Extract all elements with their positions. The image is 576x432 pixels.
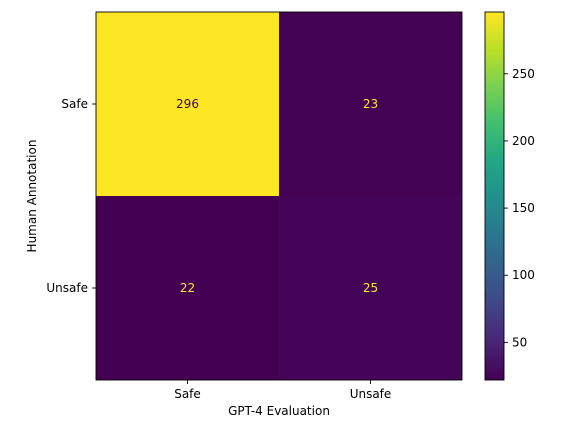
x-tick-label: Unsafe [350, 387, 392, 401]
colorbar-tick-label: 100 [512, 268, 535, 282]
cell-value-label: 296 [176, 97, 199, 111]
x-axis-ticks: Safe Unsafe [174, 380, 391, 401]
cell-value-label: 25 [363, 281, 378, 295]
y-axis-label: Human Annotation [25, 140, 39, 253]
heatmap-cells [96, 12, 462, 380]
x-tick-label: Safe [174, 387, 201, 401]
cell-value-label: 22 [180, 281, 195, 295]
y-tick-label: Safe [61, 97, 88, 111]
colorbar-frame [484, 11, 505, 381]
y-axis-ticks: Safe Unsafe [46, 97, 96, 295]
colorbar-tick-label: 200 [512, 134, 535, 148]
cell-value-label: 23 [363, 97, 378, 111]
plot-frame [95, 11, 463, 381]
x-axis-label: GPT-4 Evaluation [228, 404, 330, 418]
colorbar-tick-label: 50 [512, 335, 527, 349]
y-tick-label: Unsafe [46, 281, 88, 295]
heatmap-cell [96, 196, 279, 380]
colorbar-tick-label: 150 [512, 201, 535, 215]
cell-value-labels: 296 23 22 25 [176, 97, 378, 295]
heatmap-cell [96, 12, 279, 196]
heatmap-cell [279, 12, 462, 196]
colorbar [485, 12, 504, 380]
heatmap-cell [279, 196, 462, 380]
colorbar-tick-label: 250 [512, 67, 535, 81]
colorbar-ticks: 50 100 150 200 250 [504, 67, 535, 349]
